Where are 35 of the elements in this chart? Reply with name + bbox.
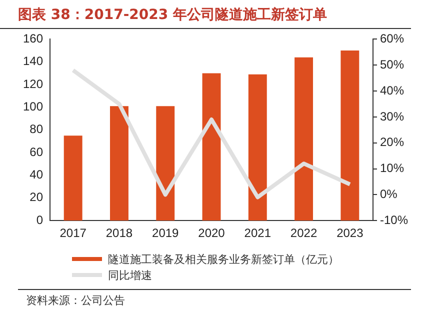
y2-tick-label: 50%: [380, 57, 404, 72]
chart-title: 图表 38：2017-2023 年公司隧道施工新签订单: [0, 0, 411, 29]
bar: [294, 57, 314, 221]
bar: [64, 136, 82, 221]
x-tick-label: 2022: [290, 226, 318, 240]
bar: [248, 74, 267, 221]
y2-tick-label: -10%: [380, 212, 408, 227]
x-tick-label: 2019: [152, 226, 180, 240]
y2-tick-label: 40%: [380, 83, 404, 98]
text: 资料来源：公司公告: [18, 289, 411, 311]
x-tick-label: 2017: [60, 226, 87, 240]
bar: [156, 106, 175, 221]
y2-tick-label: 10%: [380, 161, 404, 176]
y-tick-label: 0: [36, 212, 44, 227]
y-tick-label: 80: [30, 122, 44, 136]
y-tick-label: 60: [30, 144, 44, 159]
legend-label: 隧道施工装备及相关服务业务新签订单（亿元）: [108, 252, 339, 266]
y2-tick-label: 30%: [380, 109, 404, 124]
x-tick-label: 2018: [106, 226, 133, 240]
bar: [202, 73, 221, 221]
x-tick-label: 2020: [198, 226, 226, 240]
y2-tick-label: 60%: [380, 32, 404, 46]
bar: [110, 106, 128, 221]
y-tick-label: 20: [30, 190, 44, 204]
y-tick-label: 160: [22, 32, 44, 46]
y-tick-label: 140: [22, 54, 44, 68]
y-tick-label: 120: [22, 76, 44, 91]
y2-tick-label: 0%: [380, 187, 398, 201]
legend-label: 同比增速: [108, 268, 152, 282]
y-tick-label: 40: [30, 168, 44, 182]
x-tick-label: 2023: [336, 226, 364, 240]
x-tick-label: 2021: [244, 226, 272, 240]
y-tick-label: 100: [22, 100, 44, 114]
y2-tick-label: 20%: [380, 135, 404, 150]
bar: [340, 50, 360, 221]
